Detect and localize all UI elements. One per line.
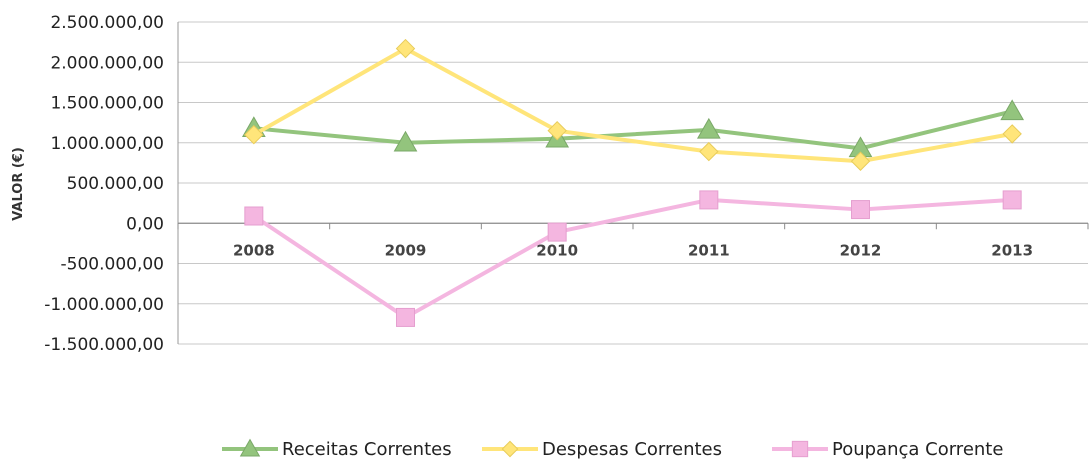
- data-point: [696, 117, 721, 139]
- y-tick-label: 1.500.000,00: [50, 94, 164, 114]
- gridlines: [178, 21, 1088, 345]
- data-point: [1002, 124, 1022, 144]
- data-point: [395, 38, 416, 59]
- data-point: [1000, 99, 1025, 121]
- data-point: [244, 124, 264, 145]
- legend-swatch-marker: [239, 438, 261, 457]
- series-lines: [241, 38, 1025, 327]
- series-line: [251, 197, 1015, 320]
- data-point: [244, 206, 264, 226]
- legend-label: Despesas Correntes: [542, 439, 722, 460]
- x-tick-label: 2011: [688, 241, 730, 259]
- data-point: [699, 190, 719, 210]
- series-line: [251, 109, 1015, 151]
- x-tick-label: 2010: [536, 241, 578, 259]
- x-tick-label: 2012: [840, 241, 882, 259]
- y-tick-labels: 2.500.000,00 2.000.000,00 1.500.000,00 1.00…: [44, 13, 164, 355]
- data-point: [547, 222, 567, 242]
- y-tick-label: -500.000,00: [61, 255, 164, 275]
- axes: [177, 22, 1089, 344]
- legend-swatch-marker: [501, 440, 519, 458]
- data-point: [547, 120, 567, 141]
- y-tick-label: 2.500.000,00: [50, 13, 164, 33]
- data-point: [699, 141, 719, 162]
- y-tick-label: -1.500.000,00: [44, 335, 164, 355]
- legend-swatch-marker: [791, 440, 809, 458]
- y-tick-label: 0,00: [126, 214, 164, 234]
- y-tick-label: -1.000.000,00: [44, 295, 164, 315]
- data-point: [851, 200, 870, 220]
- legend-label: Poupança Corrente: [832, 439, 1003, 460]
- y-tick-label: 500.000,00: [67, 174, 164, 194]
- data-point: [396, 307, 415, 327]
- y-tick-label: 1.000.000,00: [50, 134, 164, 154]
- x-tick-label: 2009: [385, 241, 427, 259]
- x-tick-label: 2008: [233, 241, 275, 259]
- legend-label: Receitas Correntes: [282, 439, 452, 460]
- x-tick-labels: 2008 2009 2010 2011 2012 2013: [233, 241, 1033, 259]
- y-axis-label: VALOR (€): [11, 147, 26, 221]
- data-point: [850, 151, 871, 171]
- data-point: [1002, 190, 1022, 210]
- data-point: [393, 130, 418, 152]
- legend: Receitas Correntes Despesas Correntes Poup…: [222, 438, 1003, 460]
- series-line: [251, 46, 1015, 164]
- y-tick-label: 2.000.000,00: [50, 53, 164, 73]
- x-tick-label: 2013: [991, 241, 1033, 259]
